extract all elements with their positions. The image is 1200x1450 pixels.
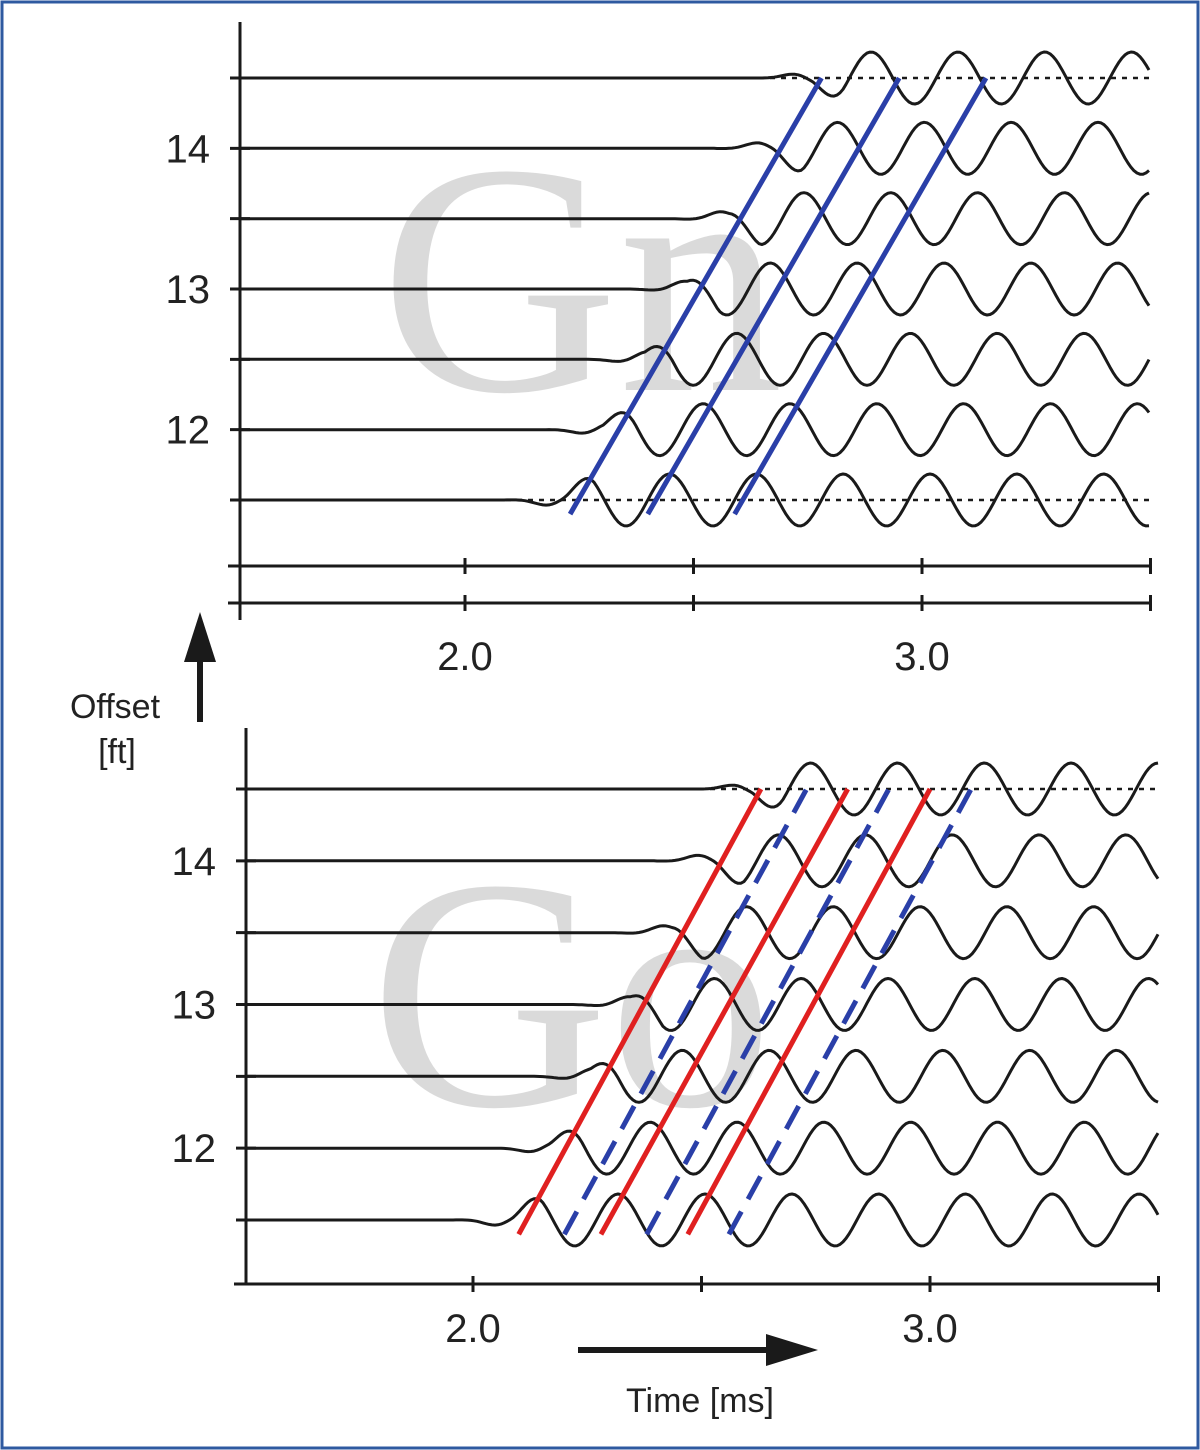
- y-tick-label: 13: [172, 984, 217, 1028]
- y-tick-label: 14: [172, 840, 217, 884]
- bottom-panel: Go 2.0 3.0 12 13 14: [172, 728, 1160, 1351]
- seismic-trace: [246, 1120, 1160, 1176]
- seismic-trace: [246, 1048, 1159, 1104]
- red-moveout-line: [516, 787, 764, 1236]
- offset-arrow-head: [184, 612, 216, 662]
- seismic-trace: [240, 191, 1150, 247]
- blue-moveout-line: [732, 76, 989, 516]
- seismic-trace: [246, 977, 1160, 1032]
- time-label: Time [ms]: [626, 1382, 774, 1420]
- red-moveout-line: [685, 787, 933, 1236]
- time-arrow-head: [766, 1334, 818, 1366]
- time-axis-annotation: Time [ms]: [578, 1334, 818, 1420]
- seismic-trace: [240, 402, 1151, 458]
- x-tick-label: 3.0: [902, 1307, 958, 1351]
- seismic-trace: [240, 331, 1151, 387]
- offset-axis-annotation: Offset [ft]: [70, 612, 216, 771]
- seismic-trace: [246, 761, 1159, 817]
- y-tick-label: 13: [166, 268, 211, 312]
- x-tick-label: 2.0: [437, 635, 493, 679]
- seismic-trace: [240, 120, 1150, 176]
- top-panel: Gn 2.0 3.0 12 13 14: [166, 22, 1152, 679]
- blue-moveout-line: [645, 76, 902, 516]
- red-moveout-line: [598, 787, 850, 1236]
- y-tick-label: 12: [166, 409, 211, 453]
- ghost-letters: Go: [370, 812, 773, 1177]
- seismic-trace: [246, 833, 1160, 889]
- blue-dashed-moveout-line: [726, 787, 974, 1236]
- blue-moveout-line: [567, 76, 824, 516]
- y-tick-label: 14: [166, 127, 211, 171]
- offset-label: Offset: [70, 688, 161, 726]
- x-tick-label: 2.0: [445, 1307, 501, 1351]
- seismic-trace: [240, 261, 1151, 317]
- seismic-trace: [240, 472, 1150, 528]
- seismic-trace: [240, 50, 1151, 106]
- ghost-letters: Gn: [380, 97, 783, 462]
- offset-unit-label: [ft]: [98, 733, 136, 771]
- seismic-trace: [246, 905, 1160, 961]
- blue-dashed-moveout-line: [644, 787, 892, 1236]
- y-tick-label: 12: [172, 1127, 217, 1171]
- x-tick-label: 3.0: [894, 635, 950, 679]
- seismic-trace: [246, 1192, 1160, 1248]
- blue-dashed-moveout-line: [562, 787, 809, 1236]
